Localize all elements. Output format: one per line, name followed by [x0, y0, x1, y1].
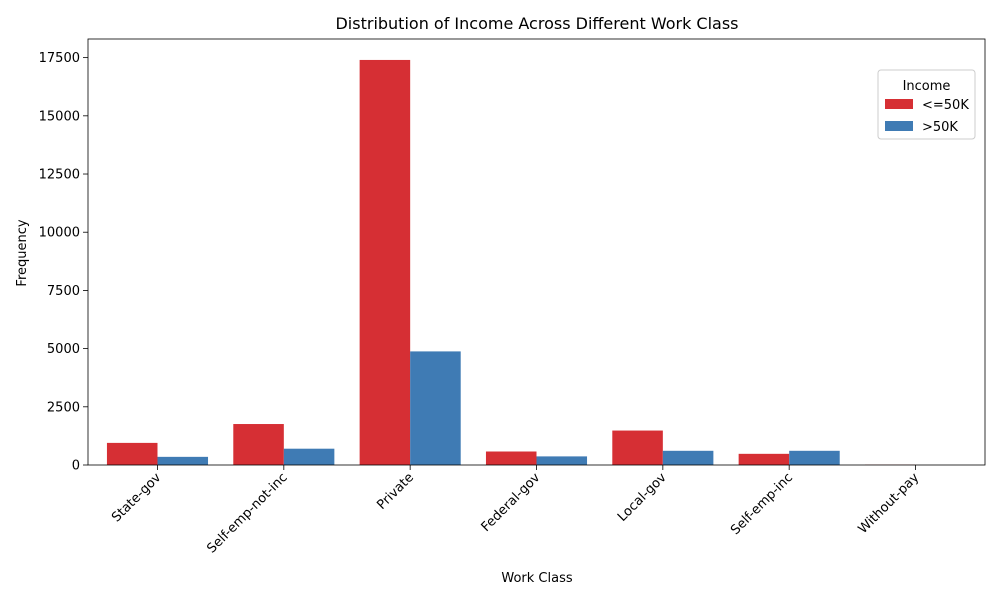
bar-local-gov-series-1	[612, 430, 663, 465]
bar-state-gov-series-1	[106, 442, 158, 465]
chart-title: Distribution of Income Across Different …	[335, 14, 738, 33]
y-tick-label: 12500	[39, 168, 80, 183]
bars-layer	[106, 59, 916, 465]
bar-self-emp-inc-series-1	[738, 453, 790, 465]
bar-private-series-2	[410, 351, 461, 465]
y-tick-label: 5000	[47, 342, 80, 357]
legend-swatch	[885, 121, 913, 131]
legend-swatch	[885, 99, 913, 109]
x-tick-label: State-gov	[109, 470, 164, 525]
y-tick-label: 10000	[39, 226, 80, 241]
legend-label: >50K	[922, 120, 958, 135]
bar-self-emp-inc-series-2	[789, 450, 840, 465]
x-tick-label: Self-emp-inc	[728, 470, 796, 538]
x-tick-label: Federal-gov	[479, 470, 544, 535]
y-tick-label: 2500	[47, 400, 80, 415]
legend: Income <=50K >50K	[877, 69, 976, 140]
y-tick-label: 15000	[39, 109, 80, 124]
y-tick-label: 7500	[47, 284, 80, 299]
x-tick-label: Private	[374, 470, 417, 513]
bar-private-series-1	[359, 59, 411, 465]
bar-state-gov-series-2	[157, 456, 209, 465]
y-tick-label: 0	[72, 459, 80, 474]
legend-label: <=50K	[922, 98, 969, 113]
x-tick-label: Local-gov	[615, 470, 670, 525]
x-tick-label: Without-pay	[856, 470, 923, 537]
x-axis-title: Work Class	[501, 571, 572, 586]
bar-self-emp-not-inc-series-1	[233, 424, 284, 465]
plot-frame	[87, 38, 986, 466]
y-axis-title: Frequency	[15, 219, 30, 286]
axes-layer: 0 2500 5000 7500 10000 12500 15000 17500 State-g…	[39, 38, 986, 556]
bar-federal-gov-series-1	[485, 451, 537, 465]
legend-title: Income	[903, 79, 951, 94]
bar-self-emp-not-inc-series-2	[283, 448, 335, 465]
bar-federal-gov-series-2	[536, 456, 588, 465]
bar-local-gov-series-2	[662, 450, 714, 465]
y-tick-label: 17500	[39, 51, 80, 66]
x-tick-label: Self-emp-not-inc	[204, 470, 290, 556]
